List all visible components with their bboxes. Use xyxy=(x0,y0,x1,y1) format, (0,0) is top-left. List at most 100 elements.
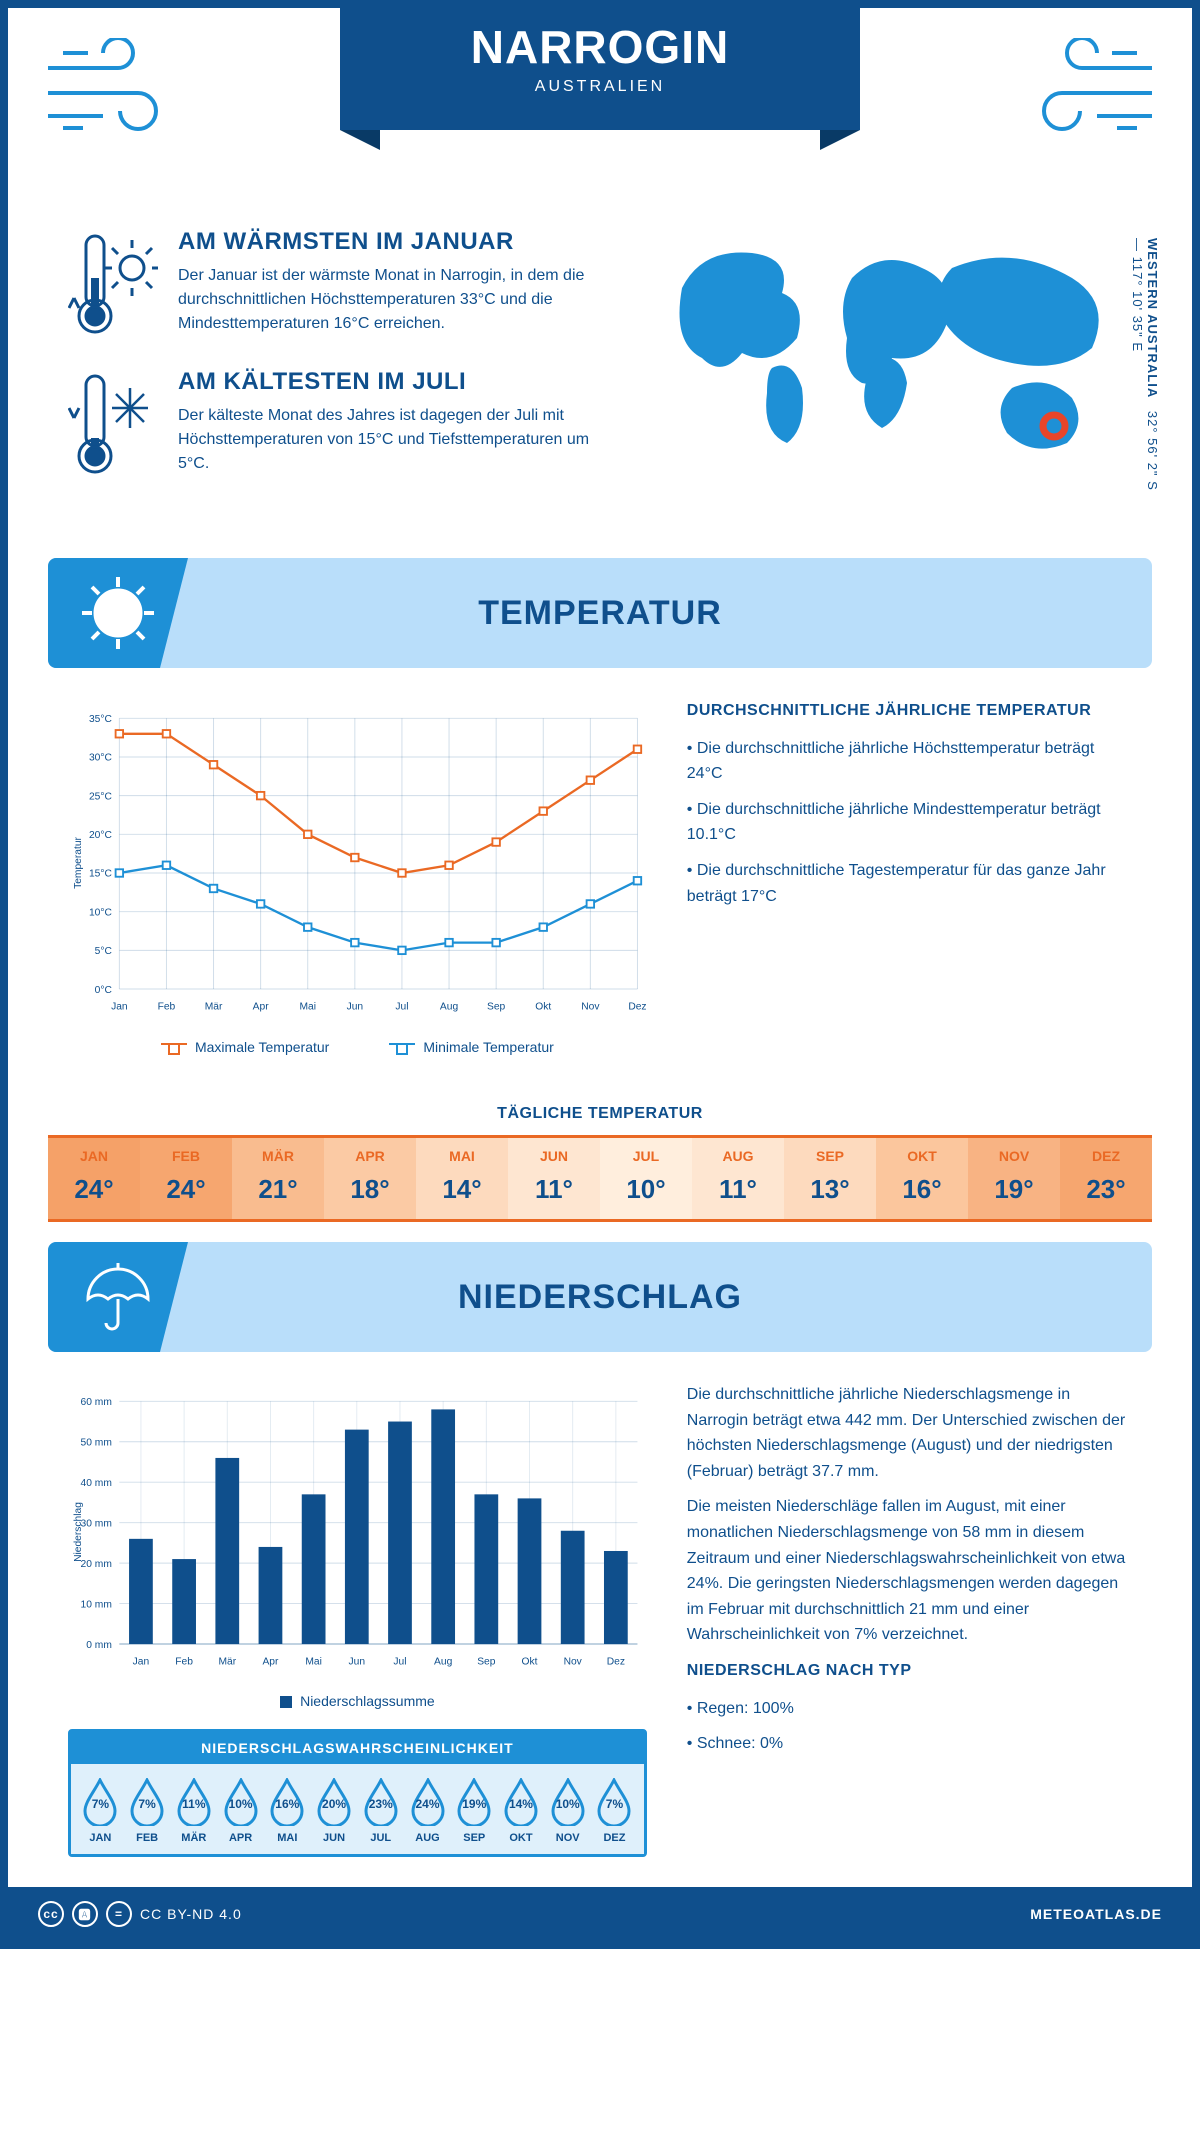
daily-temp-cell: APR18° xyxy=(324,1138,416,1219)
daily-temp-cell: JAN24° xyxy=(48,1138,140,1219)
city-title: NARROGIN xyxy=(340,20,860,74)
drop-icon: 20% xyxy=(315,1778,353,1826)
precip-prob-title: NIEDERSCHLAGSWAHRSCHEINLICHKEIT xyxy=(71,1732,644,1764)
precip-title: NIEDERSCHLAG xyxy=(458,1278,742,1317)
world-map-icon xyxy=(652,228,1132,468)
precip-prob-cell: 7% DEZ xyxy=(591,1778,638,1844)
temp-bullet: • Die durchschnittliche jährliche Höchst… xyxy=(687,736,1132,787)
svg-text:Jun: Jun xyxy=(347,1002,364,1013)
svg-text:Mär: Mär xyxy=(218,1657,236,1668)
daily-temp-cell: DEZ23° xyxy=(1060,1138,1152,1219)
drop-icon: 10% xyxy=(222,1778,260,1826)
precip-prob-cell: 19% SEP xyxy=(451,1778,498,1844)
precip-p2: Die meisten Niederschläge fallen im Augu… xyxy=(687,1494,1132,1648)
daily-temp-heading: TÄGLICHE TEMPERATUR xyxy=(8,1105,1192,1123)
warmest-title: AM WÄRMSTEN IM JANUAR xyxy=(178,228,612,256)
warmest-text: Der Januar ist der wärmste Monat in Narr… xyxy=(178,264,612,336)
region-label: WESTERN AUSTRALIA xyxy=(1145,238,1160,398)
svg-text:Feb: Feb xyxy=(158,1002,176,1013)
title-banner: NARROGIN AUSTRALIEN xyxy=(340,0,860,130)
precip-prob-cell: 23% JUL xyxy=(357,1778,404,1844)
svg-text:50 mm: 50 mm xyxy=(81,1437,112,1448)
precip-prob-cell: 16% MAI xyxy=(264,1778,311,1844)
daily-temp-cell: MÄR21° xyxy=(232,1138,324,1219)
temperature-chart-col: 0°C5°C10°C15°C20°C25°C30°C35°CJanFebMärA… xyxy=(68,698,647,1055)
svg-text:Okt: Okt xyxy=(522,1657,538,1668)
svg-text:20°C: 20°C xyxy=(89,830,113,841)
nd-icon: = xyxy=(106,1901,132,1927)
svg-text:10 mm: 10 mm xyxy=(81,1599,112,1610)
precip-prob-cell: 14% OKT xyxy=(498,1778,545,1844)
temperature-section-header: TEMPERATUR xyxy=(48,558,1152,668)
svg-text:Temperatur: Temperatur xyxy=(73,836,84,888)
drop-icon: 19% xyxy=(455,1778,493,1826)
svg-text:Aug: Aug xyxy=(440,1002,459,1013)
svg-text:60 mm: 60 mm xyxy=(81,1397,112,1408)
daily-temp-cell: MAI14° xyxy=(416,1138,508,1219)
svg-text:Jul: Jul xyxy=(395,1002,408,1013)
thermometer-cold-icon xyxy=(68,368,158,478)
svg-text:Mai: Mai xyxy=(299,1002,316,1013)
infographic-frame: NARROGIN AUSTRALIEN AM WÄRMSTEN IM JANUA… xyxy=(0,0,1200,1949)
cc-icon: cc xyxy=(38,1901,64,1927)
drop-icon: 7% xyxy=(128,1778,166,1826)
drop-icon: 7% xyxy=(595,1778,633,1826)
svg-text:Okt: Okt xyxy=(535,1002,551,1013)
footer: cc 🅰 = CC BY-ND 4.0 METEOATLAS.DE xyxy=(8,1887,1192,1941)
precip-bar-chart: 0 mm10 mm20 mm30 mm40 mm50 mm60 mmNieder… xyxy=(68,1382,647,1682)
temperature-summary-title: DURCHSCHNITTLICHE JÄHRLICHE TEMPERATUR xyxy=(687,698,1132,724)
svg-text:10°C: 10°C xyxy=(89,907,113,918)
drop-icon: 24% xyxy=(409,1778,447,1826)
precip-body: 0 mm10 mm20 mm30 mm40 mm50 mm60 mmNieder… xyxy=(8,1382,1192,1887)
drop-icon: 16% xyxy=(268,1778,306,1826)
drop-icon: 23% xyxy=(362,1778,400,1826)
intro-section: AM WÄRMSTEN IM JANUAR Der Januar ist der… xyxy=(8,208,1192,538)
daily-temp-strip: JAN24°FEB24°MÄR21°APR18°MAI14°JUN11°JUL1… xyxy=(48,1135,1152,1222)
svg-text:25°C: 25°C xyxy=(89,791,113,802)
temperature-summary: DURCHSCHNITTLICHE JÄHRLICHE TEMPERATUR •… xyxy=(687,698,1132,1055)
svg-text:40 mm: 40 mm xyxy=(81,1478,112,1489)
svg-text:Aug: Aug xyxy=(434,1657,453,1668)
coordinates: WESTERN AUSTRALIA 32° 56' 2" S — 117° 10… xyxy=(1130,238,1160,508)
daily-temp-cell: JUL10° xyxy=(600,1138,692,1219)
precip-prob-cell: 20% JUN xyxy=(311,1778,358,1844)
precip-prob-cell: 10% NOV xyxy=(544,1778,591,1844)
temp-bullet: • Die durchschnittliche Tagestemperatur … xyxy=(687,858,1132,909)
header: NARROGIN AUSTRALIEN xyxy=(8,8,1192,208)
precip-prob-cell: 24% AUG xyxy=(404,1778,451,1844)
precip-chart-col: 0 mm10 mm20 mm30 mm40 mm50 mm60 mmNieder… xyxy=(68,1382,647,1857)
warmest-fact: AM WÄRMSTEN IM JANUAR Der Januar ist der… xyxy=(68,228,612,338)
precip-legend: Niederschlagssumme xyxy=(68,1693,647,1709)
legend-min: Minimale Temperatur xyxy=(389,1039,553,1055)
precip-type-title: NIEDERSCHLAG NACH TYP xyxy=(687,1658,1132,1684)
temperature-line-chart: 0°C5°C10°C15°C20°C25°C30°C35°CJanFebMärA… xyxy=(68,698,647,1028)
precip-prob-cell: 7% JAN xyxy=(77,1778,124,1844)
by-icon: 🅰 xyxy=(72,1901,98,1927)
svg-text:35°C: 35°C xyxy=(89,714,113,725)
wind-icon xyxy=(38,38,178,138)
thermometer-hot-icon xyxy=(68,228,158,338)
country-subtitle: AUSTRALIEN xyxy=(340,78,860,96)
temperature-title: TEMPERATUR xyxy=(478,594,722,633)
precip-prob-cell: 11% MÄR xyxy=(170,1778,217,1844)
temperature-body: 0°C5°C10°C15°C20°C25°C30°C35°CJanFebMärA… xyxy=(8,698,1192,1085)
precip-prob-cell: 7% FEB xyxy=(124,1778,171,1844)
svg-text:Nov: Nov xyxy=(564,1657,583,1668)
daily-temp-cell: AUG11° xyxy=(692,1138,784,1219)
daily-temp-cell: NOV19° xyxy=(968,1138,1060,1219)
svg-text:15°C: 15°C xyxy=(89,869,113,880)
precip-type-snow: • Schnee: 0% xyxy=(687,1731,1132,1757)
svg-text:Niederschlag: Niederschlag xyxy=(73,1502,84,1562)
svg-text:Jan: Jan xyxy=(111,1002,128,1013)
svg-text:Dez: Dez xyxy=(628,1002,646,1013)
precip-text: Die durchschnittliche jährliche Niedersc… xyxy=(687,1382,1132,1857)
svg-text:Nov: Nov xyxy=(581,1002,600,1013)
license-label: CC BY-ND 4.0 xyxy=(140,1906,242,1922)
wind-icon xyxy=(1022,38,1162,138)
svg-text:Apr: Apr xyxy=(253,1002,270,1013)
precip-prob-row: 7% JAN 7% FEB 11% MÄR 10% APR 16% MAI xyxy=(71,1764,644,1854)
drop-icon: 11% xyxy=(175,1778,213,1826)
precip-type-rain: • Regen: 100% xyxy=(687,1696,1132,1722)
daily-temp-cell: OKT16° xyxy=(876,1138,968,1219)
svg-text:Sep: Sep xyxy=(487,1002,506,1013)
